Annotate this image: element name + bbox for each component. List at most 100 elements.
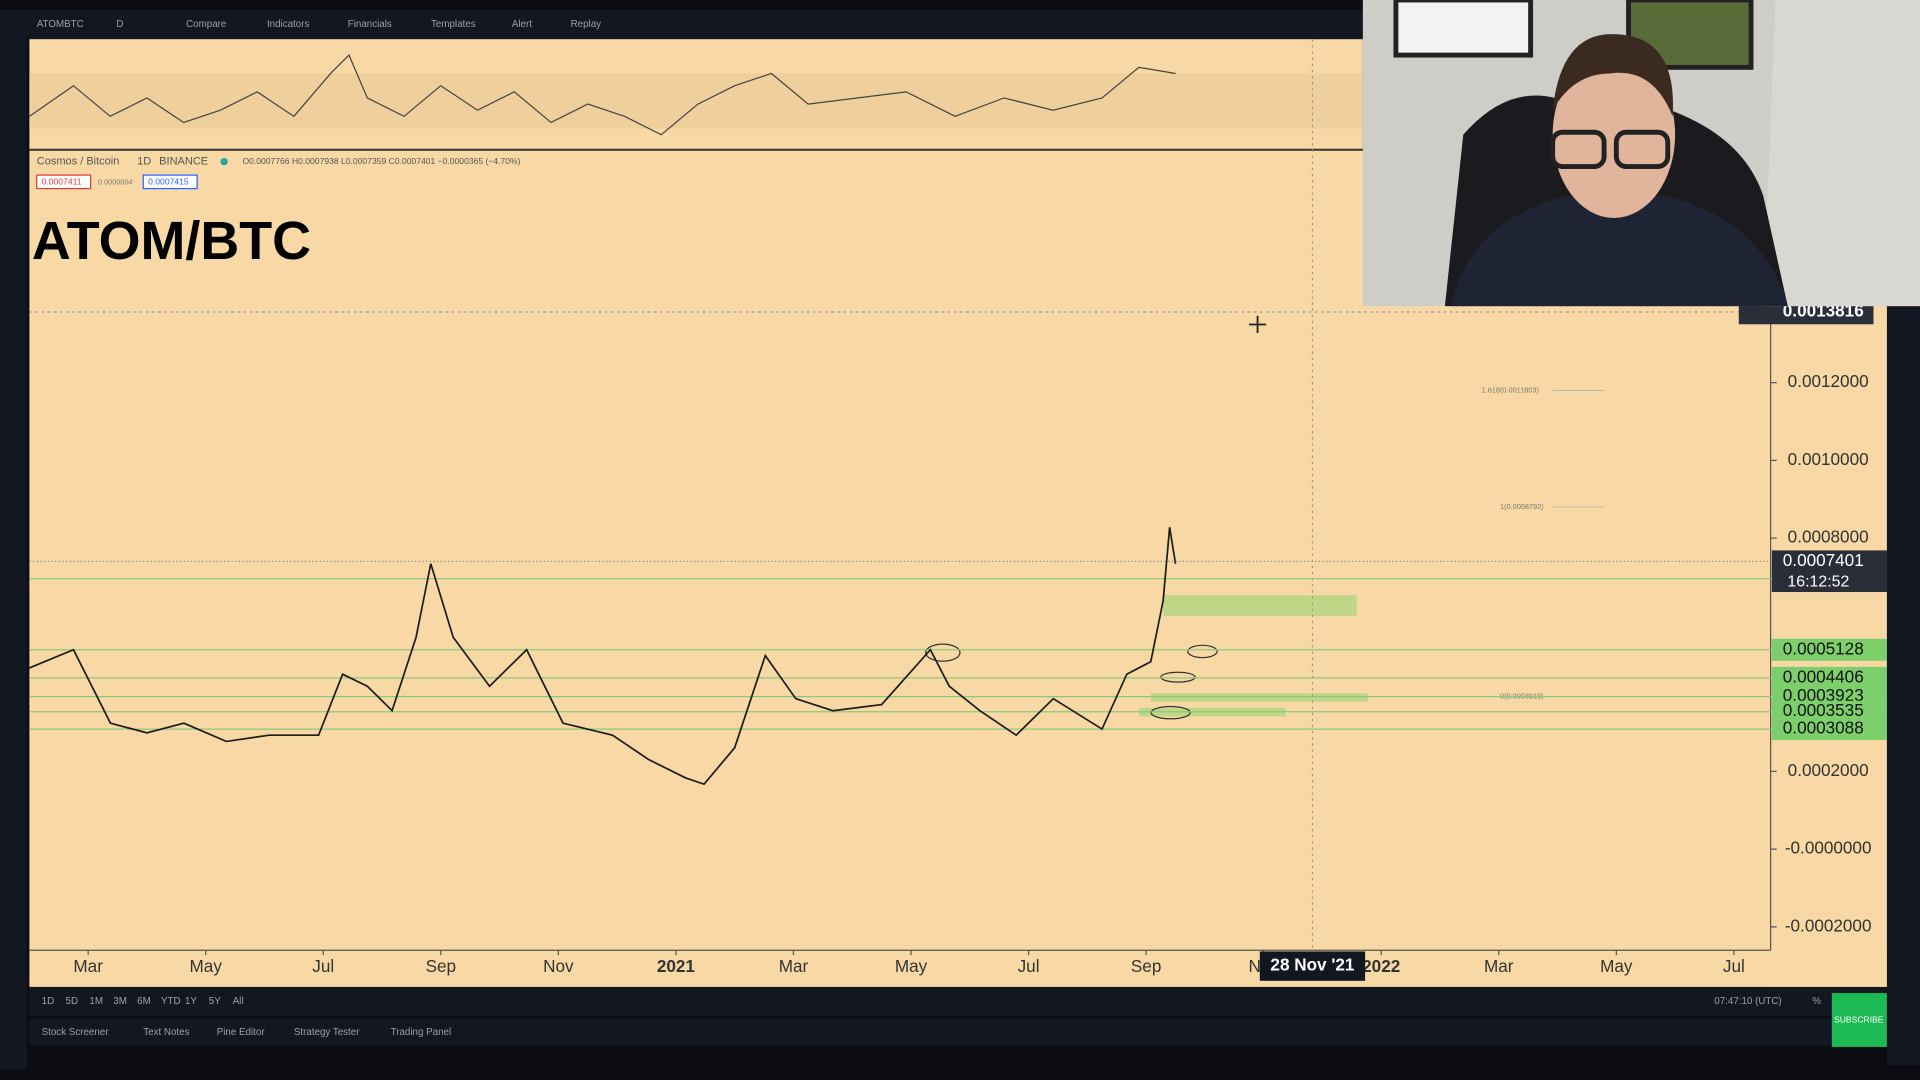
y-tick-label: 0.0010000 xyxy=(1788,449,1869,469)
zone xyxy=(1163,595,1357,616)
toolbar-item[interactable]: Alert xyxy=(512,19,532,30)
zone xyxy=(1151,693,1368,702)
annotation xyxy=(925,643,961,662)
range-button[interactable]: 5Y xyxy=(209,996,221,1007)
ask: 0.0007415 xyxy=(148,177,189,187)
tab[interactable]: Trading Panel xyxy=(391,1027,452,1038)
x-tick-label: Jul xyxy=(312,956,334,976)
x-tick-label: Mar xyxy=(73,956,103,976)
ranges: 1D 5D 1M 3M 6M YTD 1Y 5Y All xyxy=(42,996,244,1007)
webcam-glasses xyxy=(1613,129,1671,169)
x-tick-label: Mar xyxy=(1484,956,1514,976)
bid: 0.0007411 xyxy=(42,177,82,187)
annotation xyxy=(1160,671,1196,683)
cursor xyxy=(1248,315,1267,334)
x-tick-label: Jul xyxy=(1018,956,1040,976)
tab[interactable]: Text Notes xyxy=(143,1027,189,1038)
x-tick-label: Sep xyxy=(1131,956,1161,976)
webcam-shelf xyxy=(1763,0,1920,307)
tab[interactable]: Stock Screener xyxy=(42,1027,110,1038)
webcam-glasses xyxy=(1550,129,1607,169)
y-tick-label: -0.0000000 xyxy=(1785,838,1872,858)
toolbar-item[interactable]: Indicators xyxy=(267,19,310,30)
level-label: 0.0005128 xyxy=(1783,638,1864,658)
legend-exchange: BINANCE xyxy=(159,156,208,168)
x-tick-label: May xyxy=(895,956,928,976)
range-button[interactable]: 5D xyxy=(66,996,79,1007)
toolbar-item[interactable]: Financials xyxy=(348,19,392,30)
subscribe-label: SUBSCRIBE xyxy=(1834,1014,1884,1024)
clock: 07:47:10 (UTC) xyxy=(1714,996,1781,1007)
range-bar xyxy=(29,986,1887,1017)
time-axis xyxy=(29,950,1887,987)
range-button[interactable]: All xyxy=(233,996,244,1007)
webcam-frame xyxy=(1393,0,1534,58)
countdown: 16:12:52 xyxy=(1787,573,1849,590)
y-tick-label: 0.0002000 xyxy=(1788,760,1869,780)
range-button[interactable]: 1M xyxy=(89,996,103,1007)
x-tick-label: Mar xyxy=(779,956,809,976)
range-button[interactable]: 3M xyxy=(113,996,127,1007)
indicator-line xyxy=(29,54,1176,136)
annotation xyxy=(1187,644,1218,659)
level-tag xyxy=(1771,638,1887,661)
ask-box[interactable] xyxy=(142,174,198,190)
legend-interval: 1D xyxy=(137,156,151,168)
range-button[interactable]: 1Y xyxy=(185,996,197,1007)
last-price-label: 0.0007401 xyxy=(1783,550,1864,570)
webcam-shirt xyxy=(1451,195,1788,307)
range-button[interactable]: 6M xyxy=(137,996,151,1007)
fib-label: 1.618(0.0011803) xyxy=(1482,386,1539,395)
fib-label: 1(0.0008792) xyxy=(1500,502,1544,511)
tab-bar xyxy=(29,1018,1887,1046)
top-toolbar xyxy=(0,9,1363,40)
annotation xyxy=(1150,705,1191,720)
level-label: 0.0003088 xyxy=(1783,718,1864,738)
interval[interactable]: D xyxy=(116,19,123,30)
range-button[interactable]: YTD xyxy=(161,996,181,1007)
level-tag xyxy=(1771,666,1887,689)
left-toolbar xyxy=(0,9,27,1069)
x-tick-label: Sep xyxy=(426,956,456,976)
toolbar-item[interactable]: Compare xyxy=(186,19,226,30)
range-button[interactable]: 1D xyxy=(42,996,55,1007)
crosshair-date: 28 Nov '21 xyxy=(1270,955,1355,975)
chart-title: ATOM/BTC xyxy=(32,211,311,271)
level-label: 0.0003923 xyxy=(1783,685,1864,705)
legend-ohlc: O0.0007766 H0.0007938 L0.0007359 C0.0007… xyxy=(242,156,520,166)
tab[interactable]: Pine Editor xyxy=(217,1027,266,1038)
webcam-hair xyxy=(1552,34,1674,117)
bid-box[interactable] xyxy=(36,174,92,190)
level-tag xyxy=(1771,718,1887,741)
symbol[interactable]: ATOMBTC xyxy=(37,19,84,30)
x-tick-label: 2021 xyxy=(657,956,696,976)
legend-name: Cosmos / Bitcoin xyxy=(37,156,120,168)
plot: 0.0012000 0.0010000 0.0008000 0.0002000 -0.0… xyxy=(29,39,1887,981)
x-tick-label: Nov xyxy=(543,956,574,976)
tab[interactable]: Strategy Tester xyxy=(294,1027,360,1038)
y-tick-label: -0.0002000 xyxy=(1785,915,1872,935)
webcam-face xyxy=(1552,51,1676,218)
x-tick-label: 2022 xyxy=(1362,956,1400,976)
y-tick-label: 0.0008000 xyxy=(1788,527,1869,547)
status-dot xyxy=(220,157,228,166)
toolbar-item[interactable]: Templates xyxy=(431,19,476,30)
level-label: 0.0004406 xyxy=(1783,666,1864,686)
x-tick-label: Jul xyxy=(1723,956,1745,976)
percent-toggle[interactable]: % xyxy=(1812,996,1821,1007)
toolbar-item[interactable]: Replay xyxy=(571,19,602,30)
x-tick-label: May xyxy=(1600,956,1633,976)
level-tag xyxy=(1771,700,1887,723)
last-price-tag xyxy=(1771,550,1887,593)
price-line xyxy=(29,527,1177,786)
right-toolbar xyxy=(1886,306,1920,1066)
crosshair-date-tag xyxy=(1259,951,1366,981)
level-label: 0.0003535 xyxy=(1783,700,1864,720)
subscribe-button[interactable] xyxy=(1831,993,1887,1047)
spread: 0.0000004 xyxy=(98,177,133,186)
indicator-band xyxy=(29,73,1363,129)
y-tick-label: 0.0012000 xyxy=(1788,371,1869,391)
tabs: Stock Screener Text Notes Pine Editor Strat… xyxy=(42,1027,452,1038)
